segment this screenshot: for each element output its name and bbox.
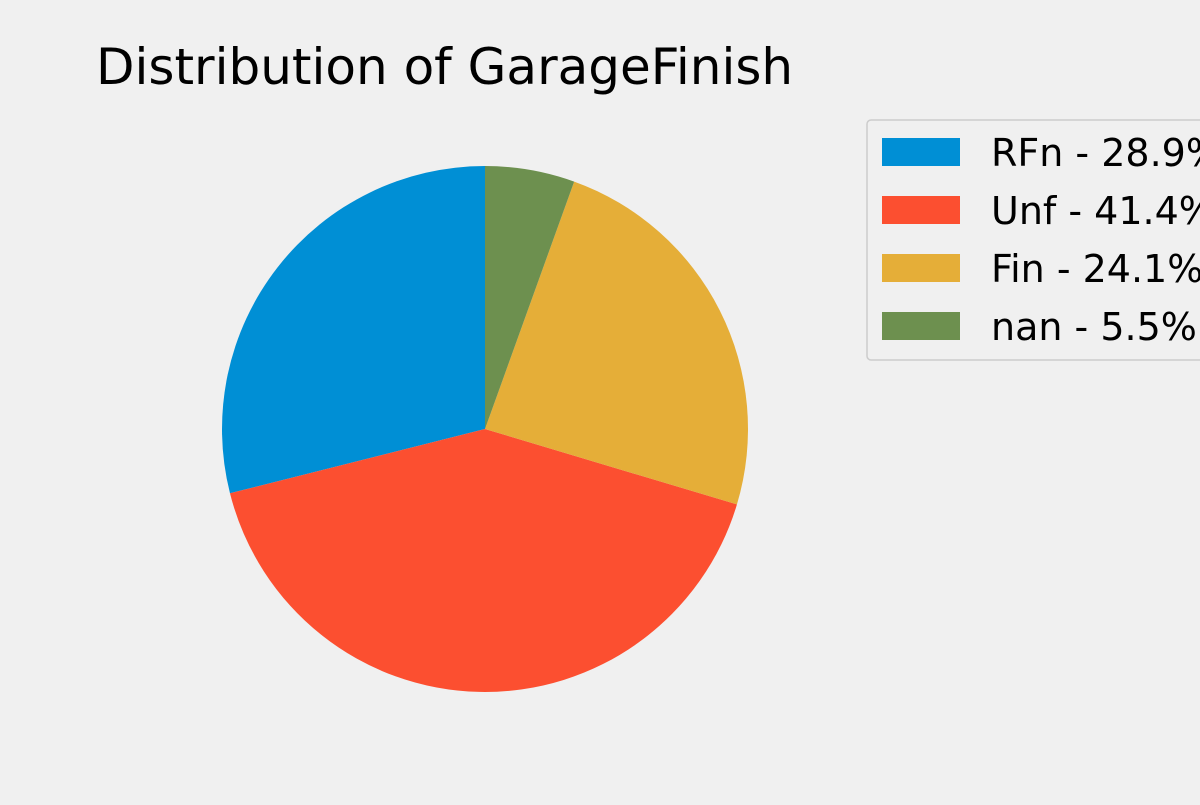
pie-slice-nan: [485, 166, 575, 429]
pie-slice-rfn: [221, 166, 485, 494]
legend: RFn - 28.9% Unf - 41.4% Fin - 24.1% nan - 5…: [866, 119, 1200, 361]
pie-slices: [221, 166, 748, 692]
pie-slice-fin: [485, 181, 748, 505]
legend-label-unf: Unf - 41.4%: [991, 189, 1200, 233]
legend-swatch-unf: [882, 196, 960, 224]
legend-label-fin: Fin - 24.1%: [991, 247, 1200, 291]
chart-title: Distribution of GarageFinish: [96, 38, 793, 96]
legend-swatch-fin: [882, 254, 960, 282]
legend-label-rfn: RFn - 28.9%: [991, 131, 1200, 175]
pie-slice-unf: [229, 429, 737, 692]
legend-box: [866, 119, 1200, 361]
legend-swatch-rfn: [882, 138, 960, 166]
legend-swatch-nan: [882, 312, 960, 340]
legend-label-nan: nan - 5.5%: [991, 305, 1197, 349]
